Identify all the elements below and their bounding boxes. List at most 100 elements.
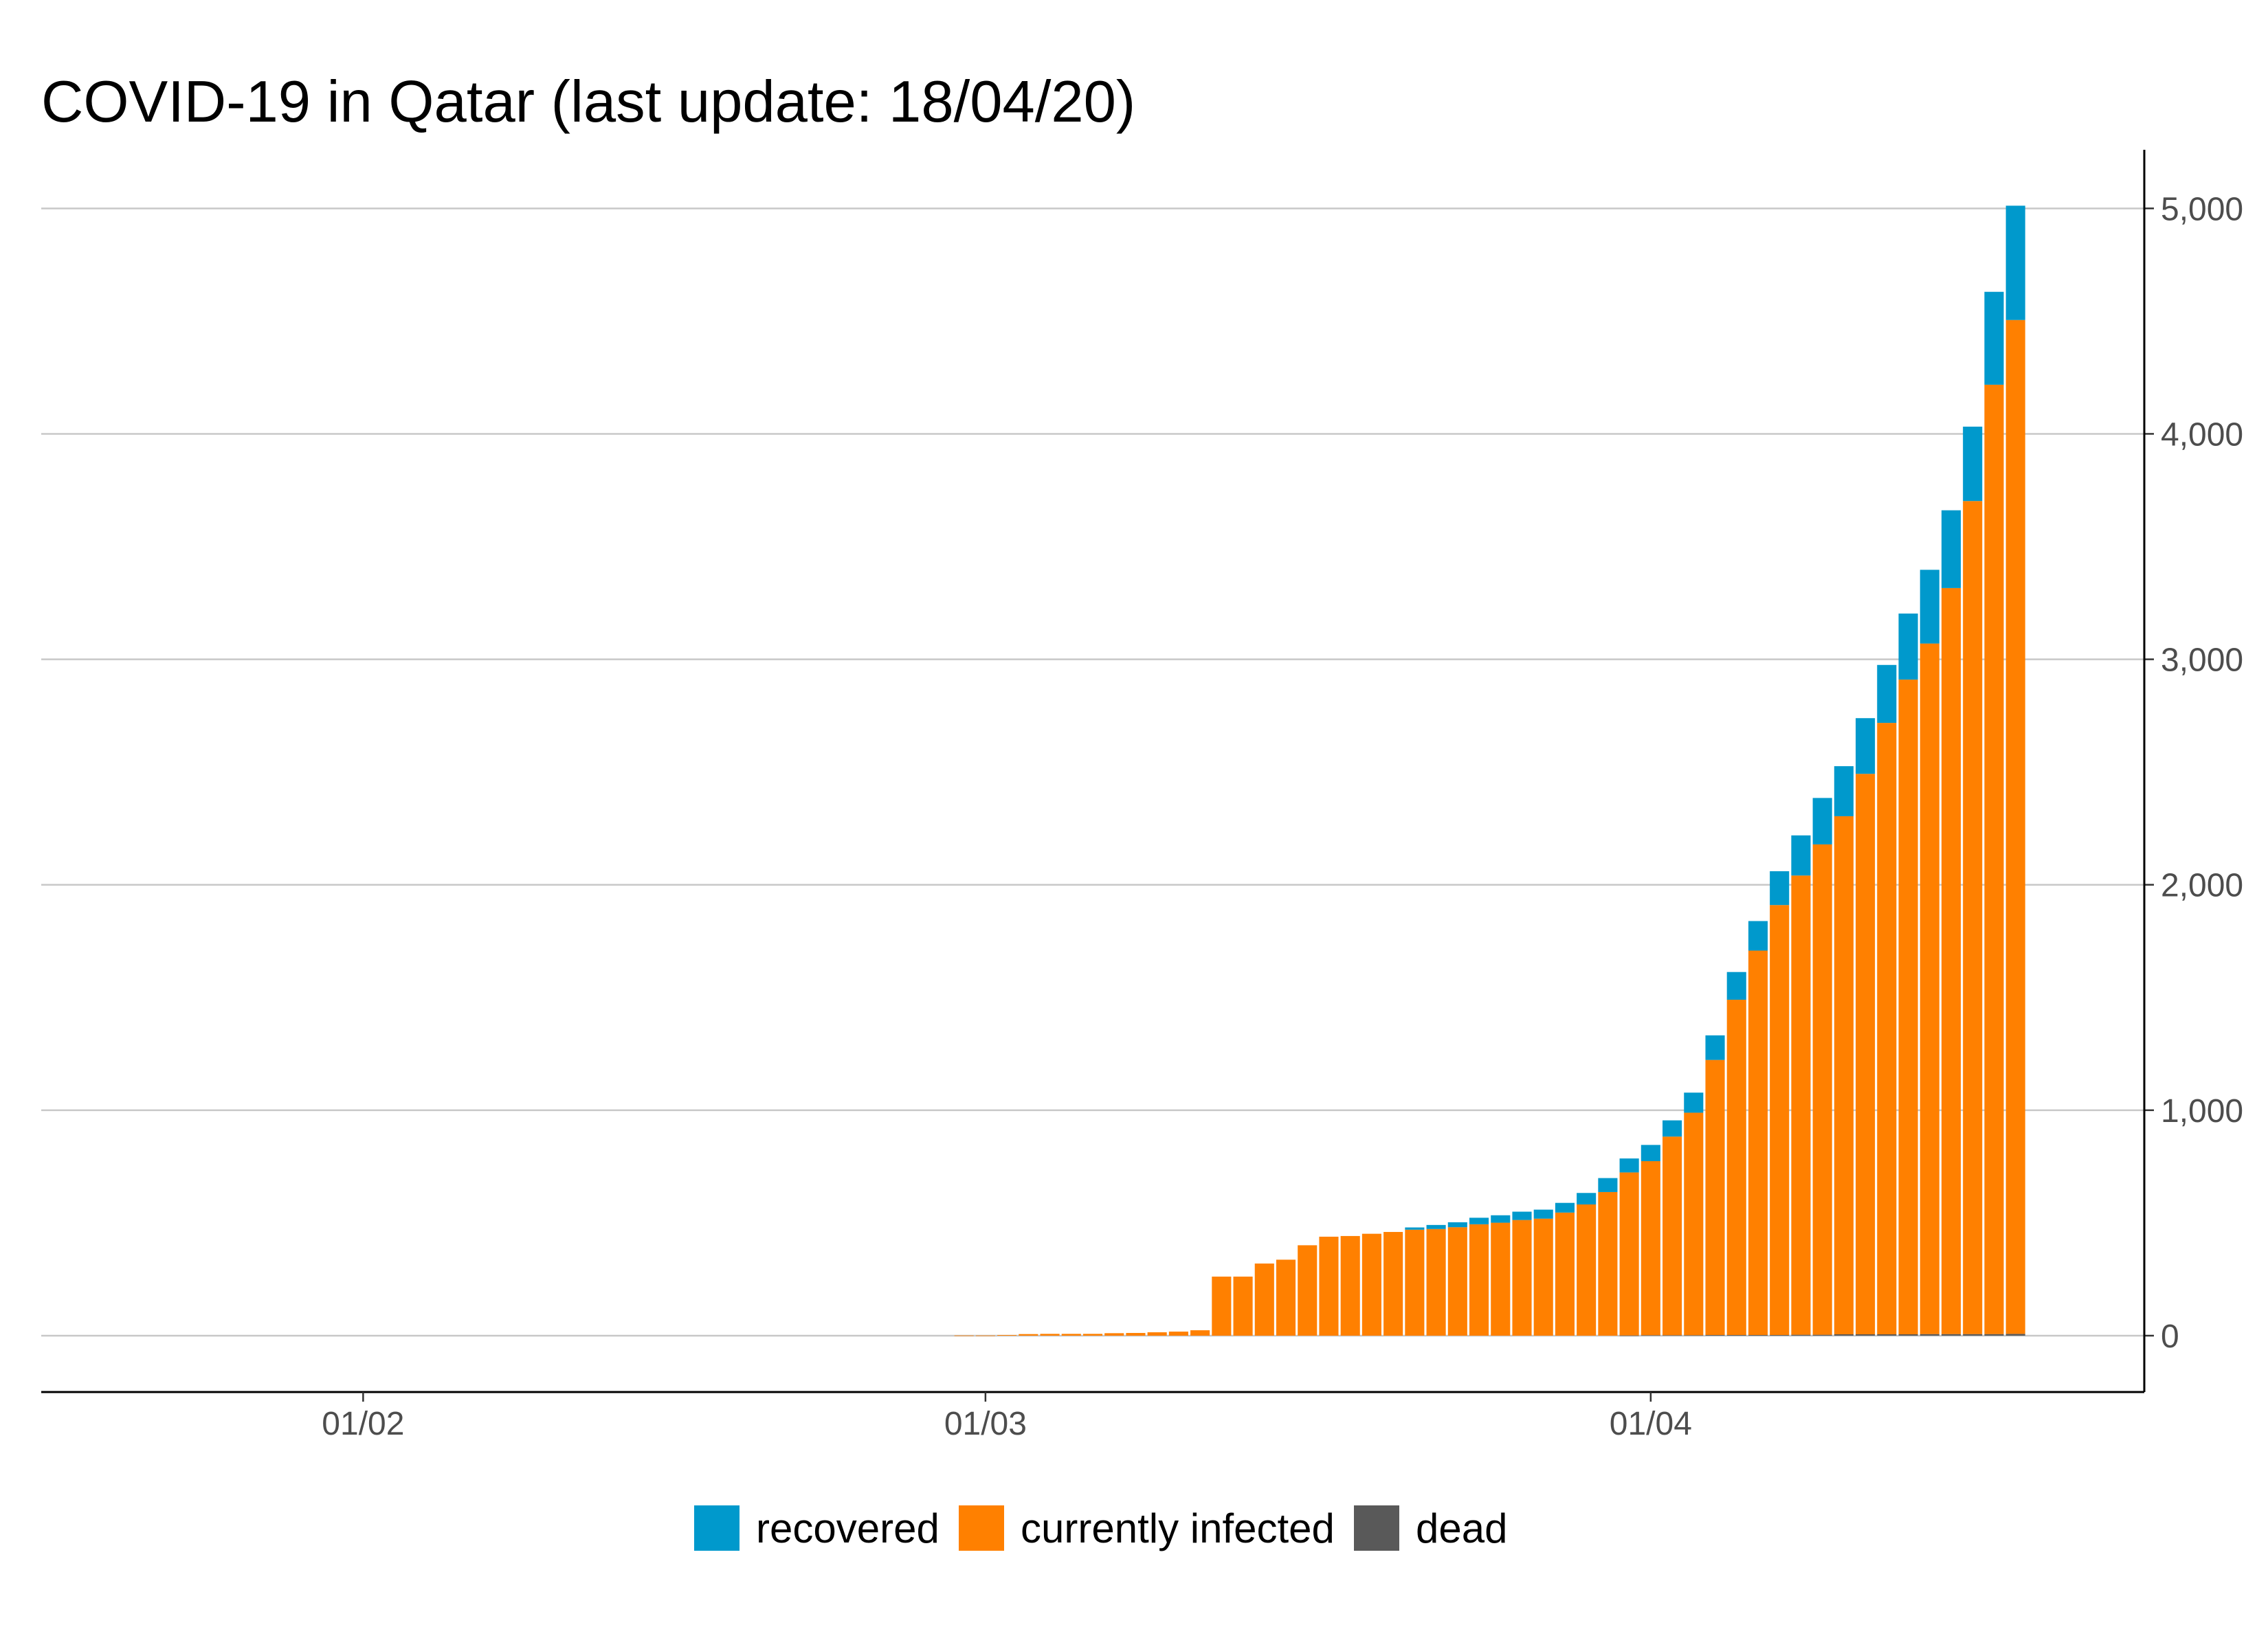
x-tick-label: 01/02	[322, 1406, 404, 1442]
bar-currently-infected	[1577, 1204, 1597, 1336]
bar-dead	[1748, 1334, 1768, 1336]
bar-dead	[1641, 1335, 1660, 1336]
bar-currently-infected	[1469, 1224, 1489, 1336]
bar-currently-infected	[1834, 816, 1854, 1334]
bar-currently-infected	[1082, 1334, 1103, 1336]
bar-currently-infected	[1963, 501, 1983, 1334]
bar-dead	[1898, 1334, 1918, 1336]
legend: recovered currently infected dead	[694, 1505, 1507, 1551]
bar-recovered	[1748, 921, 1768, 951]
bar-recovered	[1491, 1215, 1511, 1223]
bar-currently-infected	[1254, 1263, 1274, 1336]
bar-currently-infected	[1190, 1330, 1210, 1336]
bar-currently-infected	[1298, 1245, 1318, 1336]
bar-recovered	[1469, 1218, 1489, 1224]
bar-currently-infected	[1812, 844, 1832, 1335]
bar-dead	[1941, 1334, 1961, 1336]
bar-dead	[1663, 1335, 1682, 1336]
bar-currently-infected	[1770, 905, 1790, 1335]
bar-currently-infected	[1040, 1334, 1060, 1336]
bar-dead	[1834, 1334, 1854, 1336]
bar-recovered	[1598, 1178, 1618, 1192]
bar-recovered	[1812, 798, 1832, 844]
bar-currently-infected	[1898, 680, 1918, 1334]
x-tick-label: 01/04	[1610, 1406, 1692, 1442]
bar-currently-infected	[1748, 950, 1768, 1335]
y-tick-label: 3,000	[2161, 642, 2243, 679]
bar-recovered	[1512, 1211, 1532, 1220]
legend-swatch-recovered	[694, 1505, 740, 1551]
bar-dead	[1812, 1334, 1832, 1336]
axes: 0 1,000 2,000 3,000 4,000 5,000 01/02 01/03 01/0…	[41, 150, 2243, 1442]
bar-recovered	[1555, 1202, 1575, 1213]
bar-dead	[1684, 1335, 1704, 1336]
bar-currently-infected	[1212, 1276, 1232, 1336]
bar-currently-infected	[1684, 1112, 1704, 1336]
bar-currently-infected	[1598, 1191, 1618, 1336]
bar-currently-infected	[1512, 1220, 1532, 1336]
bar-dead	[2005, 1334, 2025, 1336]
bar-currently-infected	[1984, 384, 2004, 1334]
bar-currently-infected	[1920, 643, 1939, 1334]
bar-recovered	[1641, 1145, 1660, 1161]
bar-dead	[1856, 1334, 1876, 1336]
bar-currently-infected	[997, 1334, 1017, 1336]
chart-title: COVID-19 in Qatar (last update: 18/04/20…	[41, 69, 1135, 135]
bar-currently-infected	[1319, 1236, 1339, 1336]
bar-currently-infected	[1147, 1332, 1167, 1336]
bar-recovered	[1963, 426, 1983, 502]
bar-recovered	[1705, 1035, 1725, 1060]
legend-swatch-dead	[1354, 1505, 1399, 1551]
bar-currently-infected	[1856, 774, 1876, 1334]
bar-currently-infected	[1877, 723, 1897, 1334]
bar-currently-infected	[1061, 1334, 1081, 1336]
bar-recovered	[1984, 291, 2004, 385]
bar-currently-infected	[1555, 1212, 1575, 1336]
bars	[954, 205, 2025, 1336]
legend-label-dead: dead	[1416, 1505, 1507, 1551]
bar-recovered	[1619, 1158, 1639, 1173]
legend-label-recovered: recovered	[756, 1505, 940, 1551]
legend-label-currently-infected: currently infected	[1021, 1505, 1335, 1551]
bar-currently-infected	[2005, 319, 2025, 1334]
bar-currently-infected	[1340, 1235, 1360, 1336]
bar-dead	[1770, 1334, 1790, 1336]
y-tick-label: 0	[2161, 1319, 2179, 1355]
legend-swatch-currently-infected	[959, 1505, 1004, 1551]
bar-dead	[1705, 1334, 1725, 1336]
bar-dead	[1963, 1334, 1983, 1336]
bar-currently-infected	[1619, 1172, 1639, 1336]
bar-currently-infected	[1361, 1233, 1381, 1336]
bar-recovered	[1405, 1227, 1425, 1230]
y-tick-label: 4,000	[2161, 416, 2243, 453]
bar-recovered	[1877, 664, 1897, 723]
bar-recovered	[1770, 871, 1790, 906]
bar-recovered	[1577, 1193, 1597, 1204]
bar-recovered	[1791, 835, 1811, 876]
bar-currently-infected	[1019, 1334, 1038, 1336]
bar-currently-infected	[1663, 1136, 1682, 1336]
bar-recovered	[1856, 718, 1876, 774]
bar-recovered	[1920, 570, 1939, 644]
bar-dead	[1791, 1334, 1811, 1336]
bar-recovered	[1834, 766, 1854, 816]
bar-currently-infected	[1126, 1333, 1146, 1336]
bar-currently-infected	[1383, 1232, 1403, 1336]
bar-recovered	[1898, 613, 1918, 680]
bar-dead	[1984, 1334, 2004, 1336]
bar-currently-infected	[1447, 1227, 1467, 1336]
bar-recovered	[1726, 972, 1746, 1000]
bar-dead	[1726, 1334, 1746, 1336]
bar-currently-infected	[1941, 587, 1961, 1334]
y-tick-label: 2,000	[2161, 868, 2243, 904]
bar-recovered	[1426, 1224, 1446, 1229]
bar-currently-infected	[1168, 1332, 1188, 1336]
bar-recovered	[2005, 205, 2025, 320]
bar-currently-infected	[1705, 1059, 1725, 1335]
y-tick-label: 5,000	[2161, 191, 2243, 227]
bar-dead	[1877, 1334, 1897, 1336]
bar-currently-infected	[1726, 1000, 1746, 1335]
gridlines	[41, 207, 2144, 1337]
bar-currently-infected	[1641, 1160, 1660, 1336]
